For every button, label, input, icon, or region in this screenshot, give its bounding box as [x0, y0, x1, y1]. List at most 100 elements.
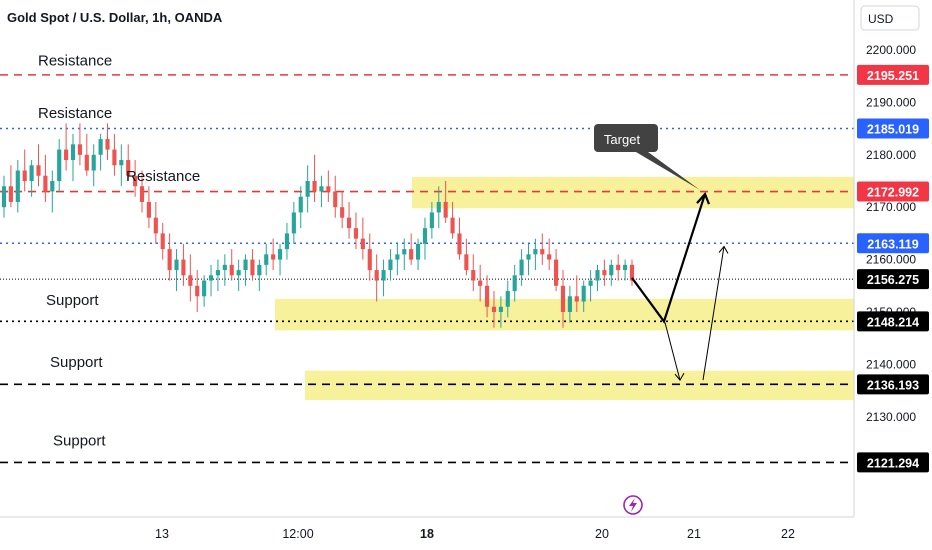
- candle-body: [519, 259, 524, 276]
- candle-body: [491, 306, 497, 312]
- price-label-bg: [857, 311, 929, 332]
- alt-path-down: [664, 322, 681, 381]
- candle-body: [450, 217, 455, 234]
- price-label: 2172.992: [867, 186, 919, 200]
- candle-body: [22, 170, 27, 181]
- lightning-icon[interactable]: [623, 495, 643, 515]
- candle-body: [277, 249, 283, 260]
- candle-body: [616, 264, 621, 271]
- candle-body: [174, 259, 179, 271]
- candle-body: [222, 264, 227, 271]
- annotation-label: Support: [46, 292, 99, 309]
- candle-body: [526, 254, 531, 260]
- candle-body: [91, 154, 96, 171]
- candle-body: [547, 254, 552, 260]
- y-tick-label: 2190.000: [866, 95, 916, 109]
- candle-body: [485, 285, 490, 307]
- candle-body: [208, 275, 214, 281]
- y-tick-label: 2170.000: [866, 200, 916, 214]
- candle-body: [291, 212, 296, 234]
- candle-body: [388, 259, 393, 271]
- y-tick-label: 2140.000: [866, 357, 916, 371]
- candle-body: [229, 264, 234, 276]
- x-tick-label: 20: [595, 527, 609, 541]
- price-label-bg: [857, 181, 929, 202]
- x-tick-label: 12:00: [282, 527, 313, 541]
- candle-body: [457, 233, 462, 255]
- price-label: 2185.019: [867, 123, 919, 137]
- x-tick-label: 13: [155, 527, 169, 541]
- candle-body: [629, 264, 635, 281]
- candle-body: [312, 181, 317, 192]
- price-label: 2156.275: [867, 273, 919, 287]
- candle-body: [436, 201, 441, 213]
- y-tick-label: 2180.000: [866, 148, 916, 162]
- candle-body: [105, 139, 110, 150]
- candle-body: [340, 207, 345, 218]
- candle-body: [346, 217, 352, 229]
- annotation-label: Support: [50, 354, 103, 371]
- currency-label: USD: [868, 12, 894, 26]
- candle-body: [70, 144, 76, 161]
- candle-body: [1, 186, 7, 208]
- candle-body: [64, 149, 69, 161]
- candle-body: [167, 249, 172, 271]
- candle-body: [298, 196, 303, 213]
- candle-body: [367, 249, 372, 271]
- target-label: Target: [604, 132, 641, 147]
- candle-body: [264, 254, 269, 265]
- price-label-bg: [857, 269, 929, 290]
- candle-body: [215, 270, 221, 276]
- candle-body: [567, 296, 572, 312]
- candle-body: [43, 175, 48, 192]
- candles-layer: [1, 123, 635, 328]
- candle-body: [478, 280, 483, 286]
- candle-body: [422, 228, 428, 244]
- candle-body: [623, 264, 628, 271]
- alt-path-up-arrowhead: [718, 245, 729, 254]
- alt-path-up: [702, 246, 725, 381]
- projection-paths: Target: [594, 124, 729, 381]
- alt-path-down-arrowhead: [674, 372, 685, 381]
- price-label-bg: [857, 64, 929, 85]
- candle-body: [609, 264, 614, 276]
- candle-body: [595, 270, 600, 281]
- currency-button[interactable]: USD: [860, 5, 920, 31]
- candle-body: [36, 165, 41, 176]
- annotations-layer: Resistance Resistance Resistance Support Sup…: [38, 52, 200, 449]
- candle-body: [360, 238, 365, 250]
- candle-body: [602, 270, 607, 276]
- candle-body: [112, 149, 117, 166]
- candle-body: [560, 285, 566, 312]
- candle-body: [588, 280, 593, 286]
- time-axis-ticks: 13 12:00 18 20 21 22: [155, 527, 795, 541]
- candle-body: [29, 165, 34, 181]
- y-tick-label: 2130.000: [866, 410, 916, 424]
- main-projection-path: [631, 193, 707, 324]
- price-label: 2195.251: [867, 69, 919, 83]
- price-label: 2148.214: [867, 315, 919, 329]
- x-tick-label: 22: [781, 527, 795, 541]
- candle-body: [250, 259, 255, 276]
- price-label: 2163.119: [867, 237, 918, 251]
- candle-body: [8, 186, 13, 202]
- candle-body: [319, 186, 324, 192]
- candle-body: [498, 306, 503, 312]
- candle-body: [353, 228, 359, 239]
- candle-body: [381, 270, 386, 281]
- candle-body: [84, 154, 89, 171]
- candle-body: [243, 259, 248, 271]
- candle-body: [402, 249, 407, 255]
- candle-body: [533, 249, 538, 255]
- candle-body: [395, 254, 400, 260]
- price-label-bg: [857, 452, 929, 473]
- price-label-bg: [857, 118, 929, 139]
- annotation-label: Support: [53, 432, 106, 449]
- x-tick-label: 18: [420, 527, 434, 541]
- candle-body: [374, 270, 379, 281]
- zone-2: [305, 370, 854, 401]
- candle-body: [160, 233, 165, 250]
- target-callout-bubble: [594, 124, 700, 190]
- candle-body: [139, 186, 145, 202]
